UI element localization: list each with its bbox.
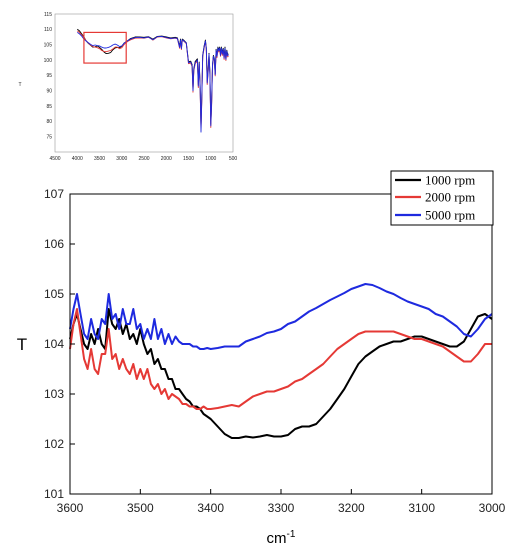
- inset-plot-frame: [54, 13, 234, 153]
- inset-y-tick-label: 75: [46, 134, 52, 140]
- inset-x-tick-label: 3000: [116, 156, 127, 162]
- inset-x-tick-label: 2500: [138, 156, 149, 162]
- series-line-5000rpm: [69, 283, 493, 350]
- main-series-group: [69, 283, 493, 439]
- main-chart: 3600 3500 3400 3300 3200 3100 3000 10110210310…: [17, 170, 506, 547]
- inset-series-group: [77, 28, 229, 133]
- inset-y-tick-label: 105: [44, 42, 53, 48]
- inset-x-tick-label: 1000: [205, 156, 216, 162]
- inset-x-tick-label: 2000: [161, 156, 172, 162]
- inset-x-tick-label: 4000: [72, 156, 83, 162]
- inset-y-tick-label: 110: [44, 27, 52, 33]
- main-y-ticks: 101 102 103 104 105 106 107: [44, 187, 75, 501]
- main-y-tick-label: 107: [44, 187, 64, 201]
- main-y-tick-label: 102: [44, 437, 64, 451]
- x-axis-unit-exponent: -1: [287, 529, 296, 540]
- legend-label-2000rpm: 2000 rpm: [425, 190, 475, 205]
- main-x-ticks: 3600 3500 3400 3300 3200 3100 3000: [57, 489, 506, 515]
- main-x-tick-label: 3500: [127, 501, 154, 515]
- main-y-tick-label: 103: [44, 387, 64, 401]
- inset-x-tick-labels: 4500 4000 3500 3000 2500 2000 1500 1000 500: [49, 156, 237, 162]
- main-y-tick-label: 101: [44, 487, 64, 501]
- inset-x-tick-label: 3500: [94, 156, 105, 162]
- inset-y-tick-label: 85: [46, 104, 52, 110]
- inset-chart: T 4500 4000 3500 3000 2500 2000 1500 1000 500 75…: [18, 12, 237, 162]
- series-line-2000rpm: [69, 308, 492, 410]
- inset-y-tick-label: 100: [44, 58, 53, 64]
- inset-y-tick-label: 95: [46, 73, 52, 79]
- main-x-tick-label: 3300: [268, 501, 295, 515]
- main-x-tick-label: 3000: [479, 501, 506, 515]
- inset-highlight-box: [83, 31, 127, 64]
- main-y-tick-label: 106: [44, 237, 64, 251]
- main-x-tick-label: 3400: [197, 501, 224, 515]
- legend-label-5000rpm: 5000 rpm: [425, 208, 475, 223]
- inset-y-tick-label: 80: [46, 119, 52, 125]
- inset-x-tick-label: 500: [229, 156, 238, 162]
- inset-y-tick-labels: 75 80 85 90 95 100 105 110 115: [44, 12, 53, 141]
- main-y-axis-label: T: [17, 335, 27, 354]
- series-line-1000rpm: [69, 308, 493, 439]
- main-y-tick-label: 104: [44, 337, 64, 351]
- x-axis-unit: cm: [267, 530, 287, 547]
- main-x-tick-label: 3200: [338, 501, 365, 515]
- main-x-tick-label: 3100: [408, 501, 435, 515]
- legend: 1000 rpm 2000 rpm 5000 rpm: [390, 170, 494, 226]
- inset-x-tick-label: 4500: [49, 156, 60, 162]
- main-plot-frame: [69, 193, 493, 495]
- inset-y-tick-label: 90: [46, 88, 52, 94]
- inset-y-tick-label: 115: [44, 12, 52, 18]
- legend-label-1000rpm: 1000 rpm: [425, 173, 475, 188]
- inset-x-tick-label: 1500: [183, 156, 194, 162]
- main-y-tick-label: 105: [44, 287, 64, 301]
- inset-series-line-2: [77, 32, 229, 133]
- main-x-axis-label: cm-1: [267, 529, 296, 547]
- inset-y-axis-label: T: [18, 82, 21, 88]
- main-x-tick-label: 3600: [57, 501, 84, 515]
